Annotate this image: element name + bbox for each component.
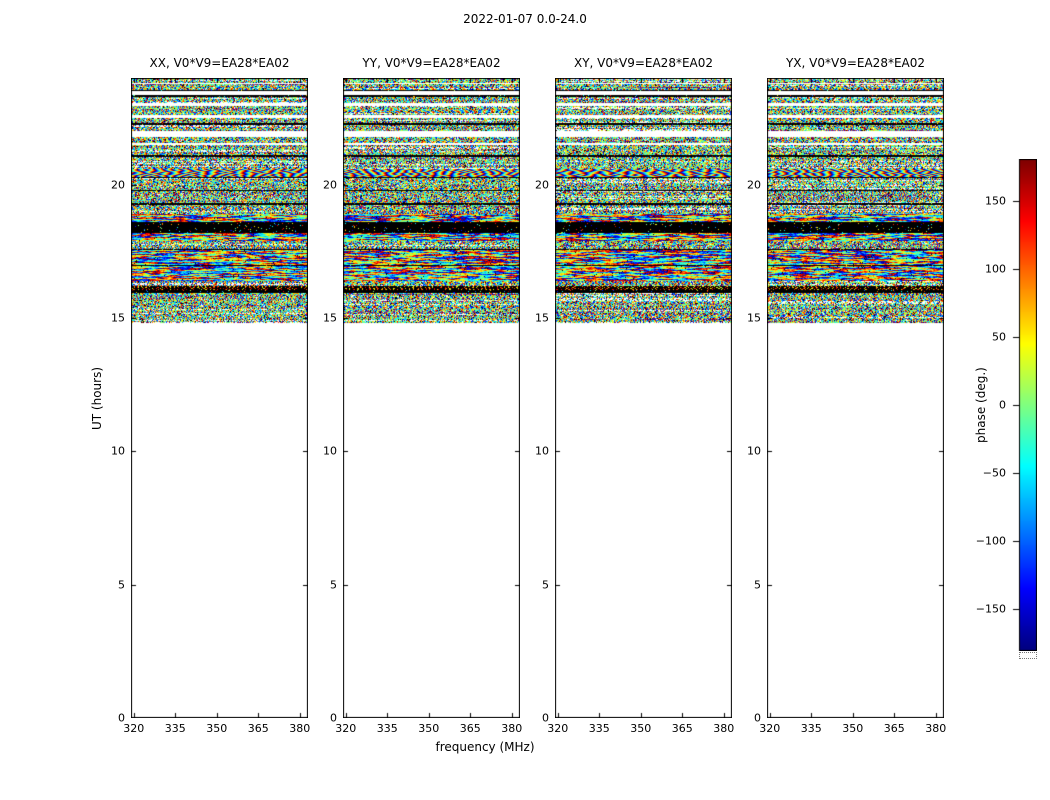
xtick-label: 365 [671,722,693,735]
panel-xy [555,78,732,718]
xtick-label: 320 [123,722,145,735]
ctick-label: 50 [992,330,1006,344]
xtick-label: 335 [164,722,186,735]
heatmap-canvas-xx [131,78,308,718]
xtick-label: 365 [883,722,905,735]
xtick-label: 320 [547,722,569,735]
panel-title-yy: YY, V0*V9=EA28*EA02 [362,56,501,70]
xtick-label: 350 [206,722,228,735]
ytick-label: 0 [330,711,337,725]
ytick-label: 5 [330,578,337,592]
panel-yx [767,78,944,718]
ctick-label: 150 [985,194,1006,208]
xtick-label: 350 [418,722,440,735]
xtick-label: 350 [630,722,652,735]
xtick-label: 380 [713,722,735,735]
ytick-label: 20 [323,178,337,192]
x-axis-label: frequency (MHz) [435,740,535,754]
xtick-label: 365 [247,722,269,735]
panel-yy [343,78,520,718]
ctick-label: −150 [975,602,1006,616]
xtick-label: 380 [289,722,311,735]
xtick-label: 365 [459,722,481,735]
ytick-label: 0 [542,711,549,725]
panel-xx [131,78,308,718]
ctick-label: −100 [975,534,1006,548]
heatmap-canvas-xy [555,78,732,718]
ytick-label: 5 [542,578,549,592]
xtick-label: 320 [335,722,357,735]
ytick-label: 15 [111,311,125,325]
ytick-label: 15 [747,311,761,325]
ytick-label: 10 [747,444,761,458]
colorbar-canvas [1009,159,1037,651]
ytick-label: 20 [535,178,549,192]
ytick-label: 20 [111,178,125,192]
ytick-label: 15 [323,311,337,325]
figure-title: 2022-01-07 0.0-24.0 [463,12,587,26]
panel-title-xx: XX, V0*V9=EA28*EA02 [149,56,290,70]
ytick-label: 15 [535,311,549,325]
ytick-label: 10 [323,444,337,458]
heatmap-canvas-yy [343,78,520,718]
xtick-label: 335 [800,722,822,735]
xtick-label: 350 [842,722,864,735]
xtick-label: 320 [759,722,781,735]
panel-title-yx: YX, V0*V9=EA28*EA02 [785,56,926,70]
colorbar-extension-box [1019,652,1037,659]
colorbar [1009,159,1037,651]
xtick-label: 380 [501,722,523,735]
xtick-label: 380 [925,722,947,735]
xtick-label: 335 [588,722,610,735]
ytick-label: 0 [754,711,761,725]
ctick-label: 0 [999,398,1006,412]
ctick-label: 100 [985,262,1006,276]
ytick-label: 20 [747,178,761,192]
ytick-label: 10 [535,444,549,458]
heatmap-canvas-yx [767,78,944,718]
panel-title-xy: XY, V0*V9=EA28*EA02 [573,56,714,70]
ytick-label: 10 [111,444,125,458]
ytick-label: 5 [118,578,125,592]
y-axis-label: UT (hours) [90,366,104,430]
ctick-label: −50 [982,466,1006,480]
ytick-label: 5 [754,578,761,592]
ytick-label: 0 [118,711,125,725]
xtick-label: 335 [376,722,398,735]
